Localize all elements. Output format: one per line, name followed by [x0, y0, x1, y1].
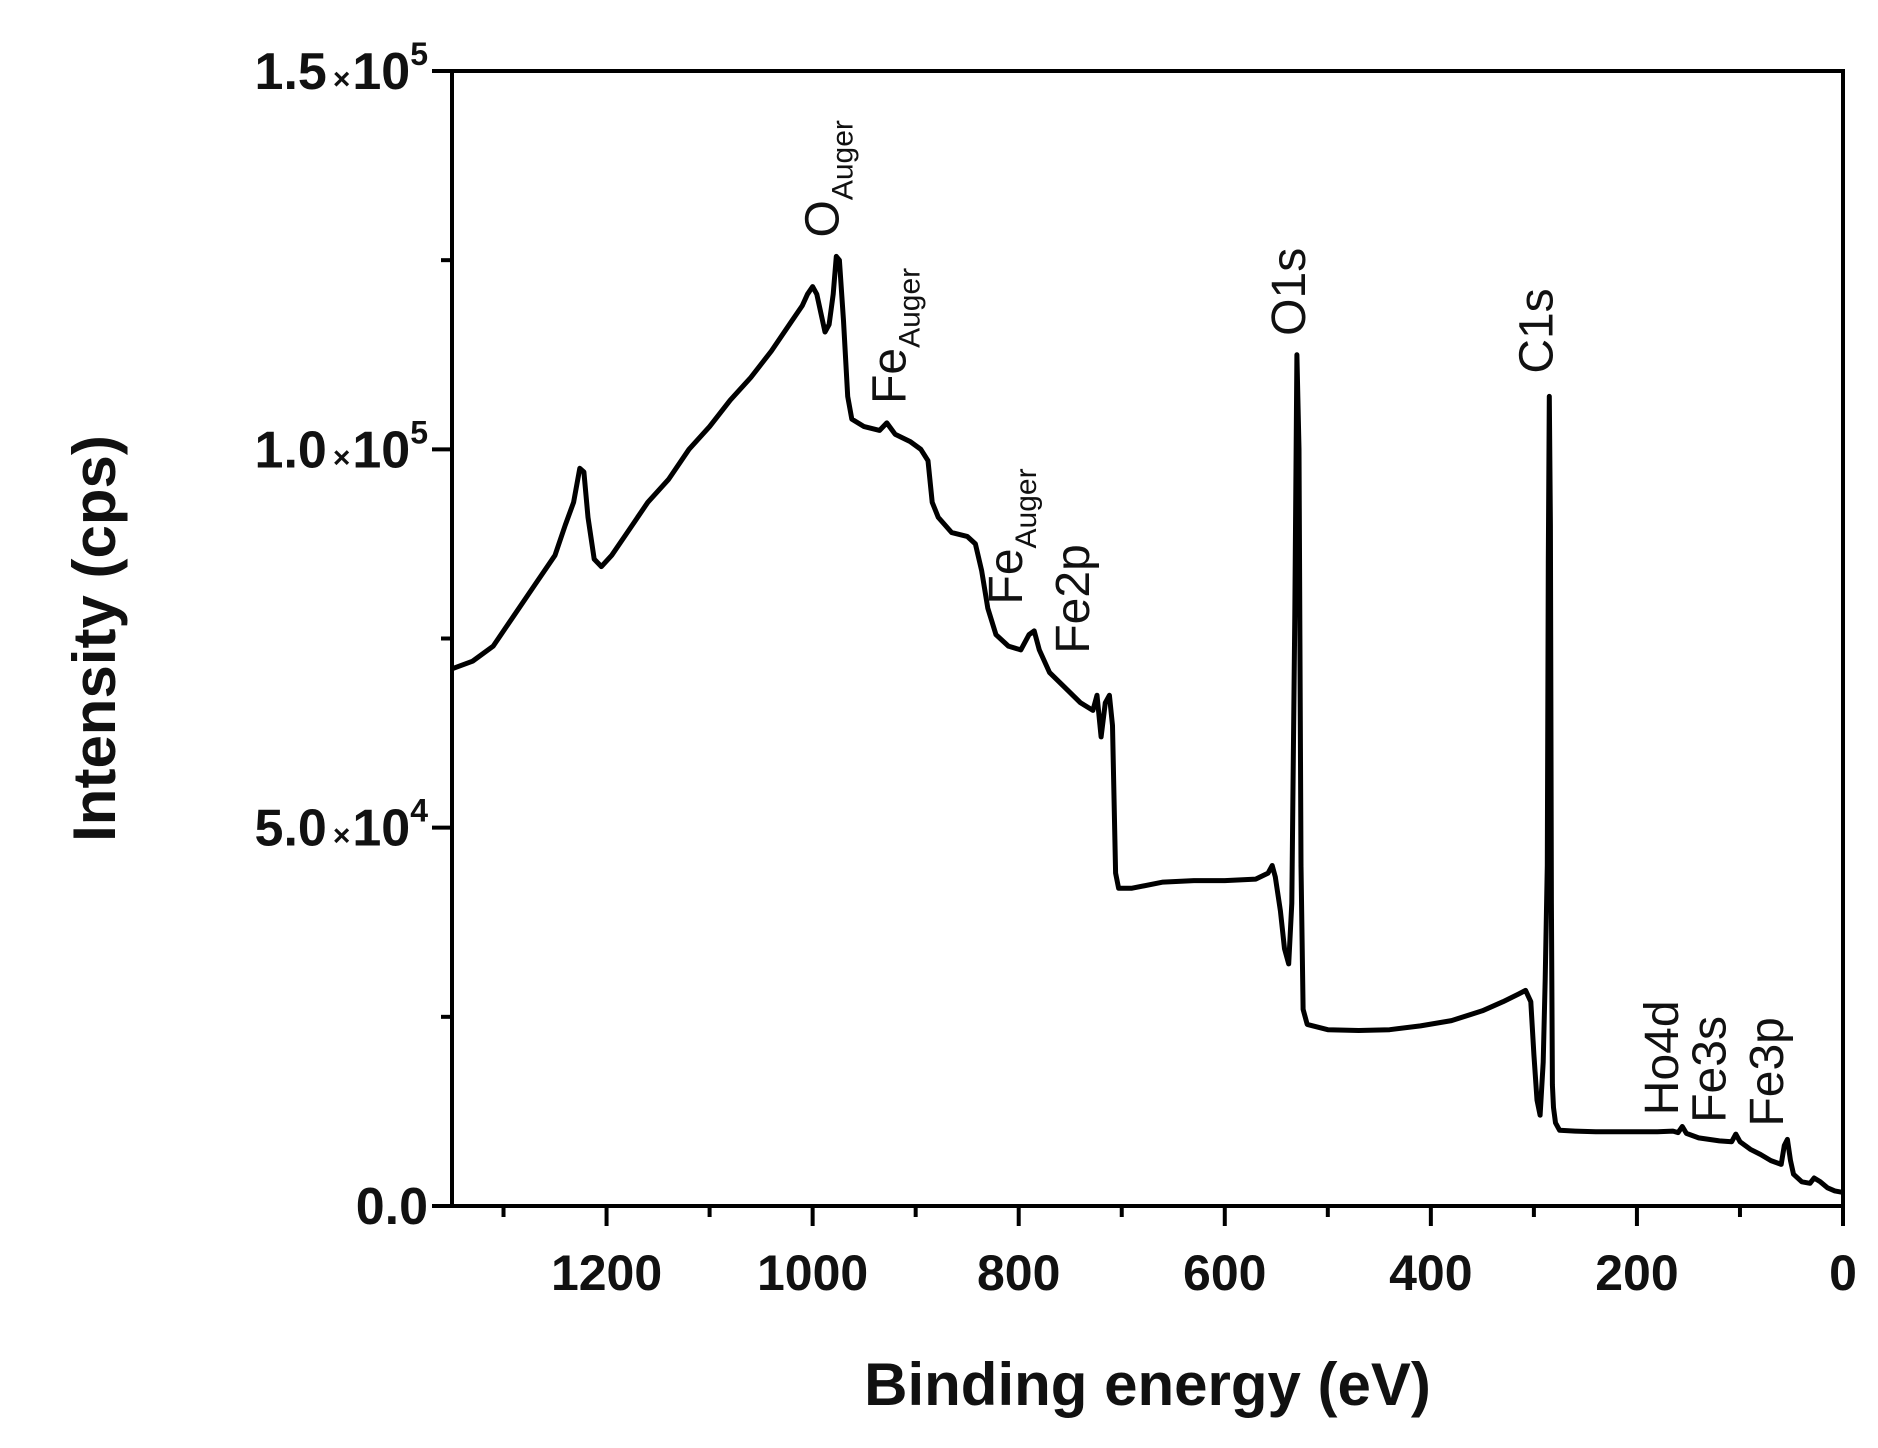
x-tick-label: 0	[1829, 1245, 1857, 1301]
y-tick-exponent: 4	[410, 793, 428, 829]
x-tick-label: 600	[1183, 1245, 1266, 1301]
plot-frame	[450, 69, 1845, 1208]
peak-label-text: Fe	[980, 548, 1033, 604]
peak-label-text: O1s	[1263, 248, 1316, 336]
peak-label-o-auger: OAuger	[796, 120, 859, 237]
x-tick-label: 1000	[757, 1245, 868, 1301]
peak-label-fe-auger-2: FeAuger	[980, 468, 1043, 604]
peak-label-subscript: Auger	[1010, 468, 1043, 548]
peak-label-text: C1s	[1510, 288, 1563, 373]
x-tick-label: 1200	[551, 1245, 662, 1301]
y-tick-label: 1.0 ×105	[255, 414, 428, 479]
peak-label-text: Fe2p	[1047, 544, 1100, 653]
peak-label-text: O	[796, 200, 849, 237]
x-tick-label: 800	[977, 1245, 1060, 1301]
y-tick-label: 5.0 ×104	[255, 793, 429, 858]
peak-label-fe3s: Fe3s	[1684, 1016, 1737, 1123]
y-tick-times: ×	[333, 441, 351, 474]
y-tick-exponent: 5	[410, 36, 428, 72]
peak-label-subscript: Auger	[893, 268, 926, 348]
peak-label-text: Fe3p	[1741, 1017, 1794, 1126]
peak-label-fe2p: Fe2p	[1047, 544, 1100, 653]
peak-label-ho4d: Ho4d	[1636, 1000, 1689, 1115]
y-tick-ten: 10	[352, 43, 410, 101]
y-axis-label: Intensity (cps)	[61, 435, 128, 842]
y-tick-label: 0.0	[356, 1178, 428, 1236]
spectrum-line	[451, 253, 1844, 1195]
y-tick-label: 1.5 ×105	[255, 36, 428, 101]
peak-label-fe3p: Fe3p	[1741, 1017, 1794, 1126]
y-tick-mantissa: 5.0	[255, 800, 327, 858]
x-tick-label: 200	[1595, 1245, 1678, 1301]
x-tick-label: 400	[1389, 1245, 1472, 1301]
y-tick-times: ×	[333, 820, 351, 853]
peak-label-fe-auger-1: FeAuger	[863, 268, 926, 404]
y-tick-mantissa: 1.0	[255, 421, 327, 479]
peak-label-c1s: C1s	[1510, 288, 1563, 373]
peak-label-text: Ho4d	[1636, 1000, 1689, 1115]
y-tick-ten: 10	[352, 421, 410, 479]
y-tick-exponent: 5	[410, 414, 428, 450]
peak-label-o1s: O1s	[1263, 248, 1316, 336]
peak-label-subscript: Auger	[826, 120, 859, 200]
y-tick-ten: 10	[352, 800, 410, 858]
peak-label-text: Fe3s	[1684, 1016, 1737, 1123]
y-tick-mantissa: 0.0	[356, 1178, 428, 1236]
y-tick-times: ×	[333, 63, 351, 96]
x-axis-label: Binding energy (eV)	[864, 1351, 1431, 1418]
peak-label-text: Fe	[863, 348, 916, 404]
y-tick-mantissa: 1.5	[255, 43, 327, 101]
